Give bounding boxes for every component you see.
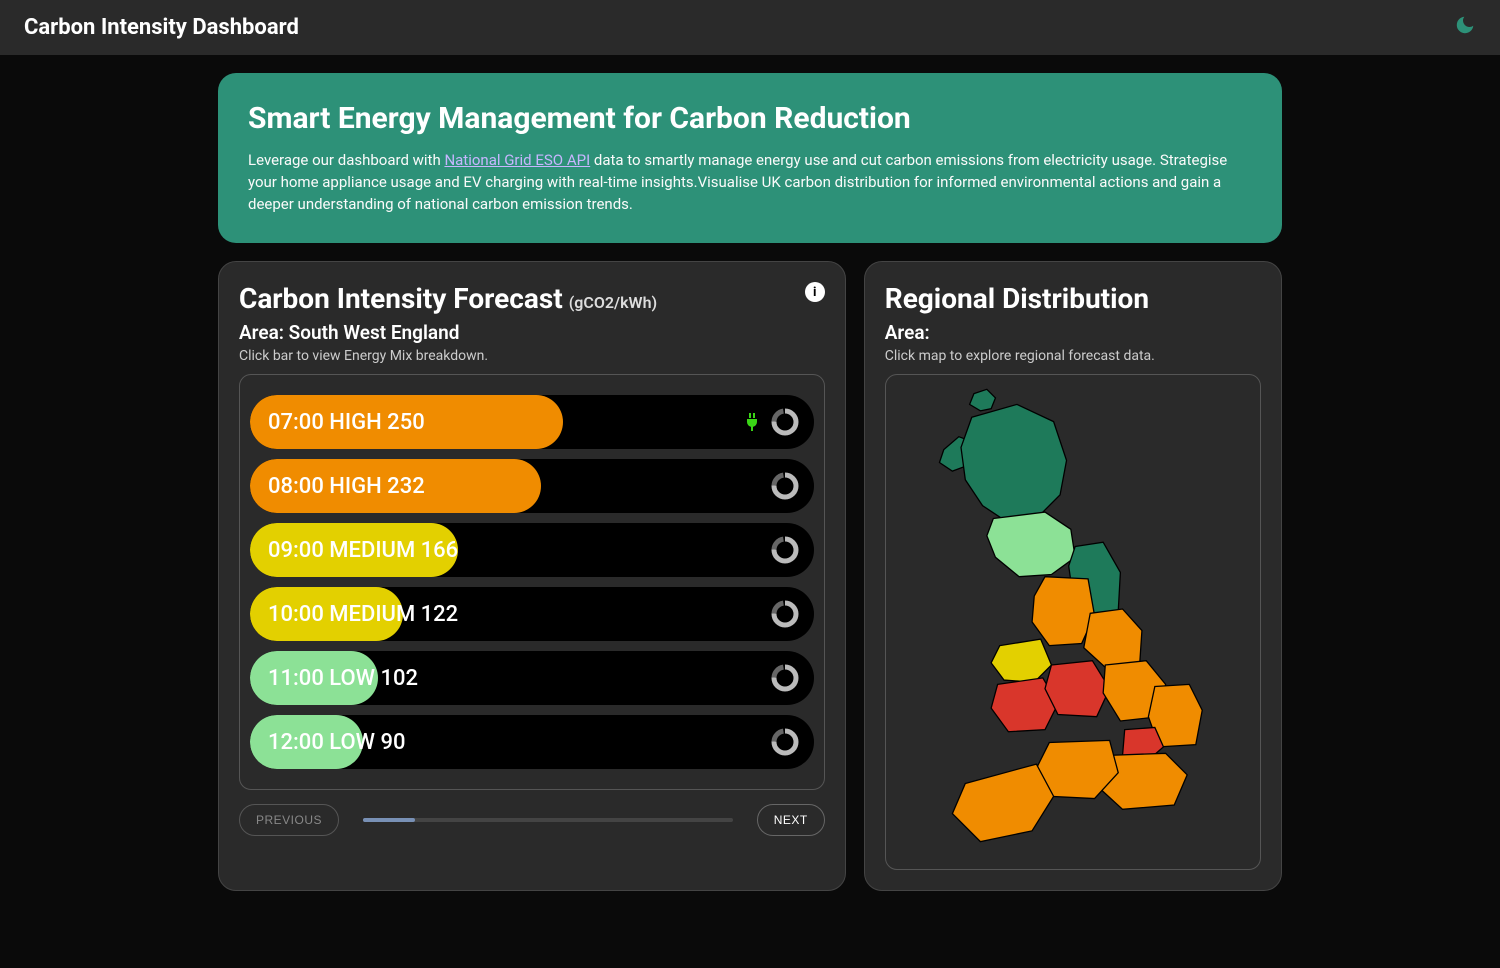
- chart-icon: [770, 535, 800, 565]
- uk-map: [933, 385, 1213, 859]
- chart-icon: [770, 727, 800, 757]
- forecast-bar[interactable]: 09:00 MEDIUM 166: [250, 523, 814, 577]
- forecast-bar[interactable]: 07:00 HIGH 250: [250, 395, 814, 449]
- topbar: Carbon Intensity Dashboard: [0, 0, 1500, 55]
- forecast-bar-label: 11:00 LOW 102: [268, 651, 418, 705]
- regional-panel: Regional Distribution Area: Click map to…: [864, 261, 1282, 891]
- forecast-bar-label: 09:00 MEDIUM 166: [268, 523, 458, 577]
- forecast-bar-label: 08:00 HIGH 232: [268, 459, 425, 513]
- forecast-unit: (gCO2/kWh): [569, 293, 657, 312]
- forecast-bar-label: 12:00 LOW 90: [268, 715, 405, 769]
- forecast-bar[interactable]: 10:00 MEDIUM 122: [250, 587, 814, 641]
- chart-icon: [770, 663, 800, 693]
- region-north-wales[interactable]: [991, 639, 1051, 682]
- region-west-midlands[interactable]: [1045, 661, 1110, 717]
- page-slider[interactable]: [363, 818, 733, 822]
- api-link[interactable]: National Grid ESO API: [444, 151, 590, 169]
- plug-icon: [744, 412, 760, 432]
- forecast-bar-label: 10:00 MEDIUM 122: [268, 587, 458, 641]
- info-icon[interactable]: i: [805, 282, 825, 302]
- forecast-bars: 07:00 HIGH 250 08:00 HIGH 232 09:00 MEDIUM…: [239, 374, 825, 790]
- moon-icon: [1454, 14, 1476, 36]
- chart-icon: [770, 471, 800, 501]
- region-south-west-england[interactable]: [952, 764, 1053, 842]
- region-north-scotland[interactable]: [969, 390, 995, 412]
- region-scotland[interactable]: [961, 405, 1067, 523]
- forecast-bar[interactable]: 08:00 HIGH 232: [250, 459, 814, 513]
- chart-icon: [770, 599, 800, 629]
- app-title: Carbon Intensity Dashboard: [24, 15, 299, 40]
- forecast-area: Area: South West England: [239, 321, 825, 344]
- map-box: [885, 374, 1261, 870]
- chart-icon: [770, 407, 800, 437]
- pager: PREVIOUS NEXT: [239, 804, 825, 836]
- forecast-panel: Carbon Intensity Forecast (gCO2/kWh) i A…: [218, 261, 846, 891]
- previous-button[interactable]: PREVIOUS: [239, 804, 339, 836]
- region-south-scotland[interactable]: [987, 512, 1075, 577]
- hero-text: Leverage our dashboard with National Gri…: [248, 150, 1252, 215]
- forecast-title: Carbon Intensity Forecast: [239, 282, 563, 315]
- next-button[interactable]: NEXT: [757, 804, 825, 836]
- hero-banner: Smart Energy Management for Carbon Reduc…: [218, 73, 1282, 243]
- theme-toggle-button[interactable]: [1454, 14, 1476, 41]
- hero-title: Smart Energy Management for Carbon Reduc…: [248, 101, 1252, 136]
- region-north-west-england[interactable]: [1032, 577, 1094, 646]
- forecast-bar-label: 07:00 HIGH 250: [268, 395, 425, 449]
- forecast-bar[interactable]: 12:00 LOW 90: [250, 715, 814, 769]
- regional-area: Area:: [885, 321, 1261, 344]
- forecast-bar[interactable]: 11:00 LOW 102: [250, 651, 814, 705]
- regional-hint: Click map to explore regional forecast d…: [885, 348, 1261, 364]
- regional-title: Regional Distribution: [885, 282, 1149, 315]
- page-slider-fill: [363, 818, 415, 822]
- forecast-hint: Click bar to view Energy Mix breakdown.: [239, 348, 825, 364]
